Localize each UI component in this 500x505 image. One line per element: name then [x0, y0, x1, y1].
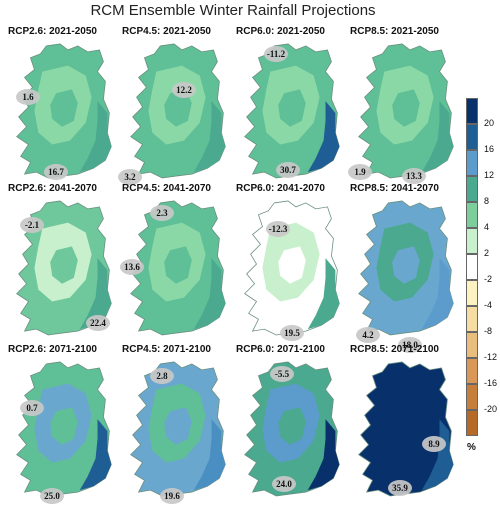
rainfall-region: [307, 419, 340, 491]
rainfall-region: [193, 258, 226, 330]
value-callout: 22.4: [86, 315, 110, 331]
colorbar-tick-label: -4: [484, 300, 493, 310]
panel-title: RCP8.5: 2021-2050: [350, 26, 439, 37]
colorbar-tick-label: -2: [484, 274, 493, 284]
rainfall-region: [307, 101, 340, 173]
colorbar-segment: [466, 202, 478, 228]
value-callout: 30.7: [276, 162, 300, 178]
figure-title: RCM Ensemble Winter Rainfall Projections: [90, 2, 376, 19]
rainfall-region: [79, 419, 112, 491]
colorbar-tick-label: 12: [484, 170, 495, 180]
value-callout: 18.0: [398, 337, 422, 353]
value-callout: 1.6: [16, 89, 40, 105]
ireland-map: [16, 43, 112, 179]
ireland-map: [130, 200, 226, 336]
panel-title: RCP4.5: 2021-2050: [122, 26, 211, 37]
panel-title: RCP2.6: 2071-2100: [8, 344, 97, 355]
rainfall-region: [307, 258, 340, 330]
rainfall-region: [79, 101, 112, 173]
rainfall-region: [79, 258, 112, 330]
rainfall-region: [421, 101, 454, 173]
colorbar-segment: [466, 410, 478, 436]
value-callout: 12.2: [172, 82, 196, 98]
ireland-map: [244, 361, 340, 497]
rainfall-region: [392, 407, 420, 445]
ireland-map: [244, 43, 340, 179]
rainfall-region: [278, 89, 306, 127]
rainfall-region: [50, 246, 78, 284]
ireland-map: [358, 43, 454, 179]
value-callout: 25.0: [40, 488, 64, 504]
panel-title: RCP8.5: 2041-2070: [350, 183, 439, 194]
rainfall-region: [278, 246, 306, 284]
colorbar-segment: [466, 332, 478, 358]
colorbar-segment: [466, 254, 478, 280]
colorbar-tick-label: 20: [484, 118, 495, 128]
value-callout: 24.0: [272, 476, 296, 492]
value-callout: 2.3: [150, 205, 174, 221]
colorbar-segment: [466, 306, 478, 332]
rainfall-region: [421, 258, 454, 330]
panel-title: RCP6.0: 2041-2070: [236, 183, 325, 194]
value-callout: 8.9: [422, 436, 446, 452]
value-callout: 19.5: [280, 325, 304, 341]
colorbar-tick-label: 4: [484, 222, 490, 232]
value-callout: -11.2: [264, 46, 288, 62]
panel-title: RCP2.6: 2041-2070: [8, 183, 97, 194]
rainfall-region: [50, 407, 78, 445]
rainfall-region: [164, 407, 192, 445]
rainfall-region: [278, 407, 306, 445]
panel-title: RCP4.5: 2071-2100: [122, 344, 211, 355]
rainfall-region: [164, 246, 192, 284]
value-callout: 1.9: [348, 164, 372, 180]
panel-title: RCP8.5: 2071-2100: [350, 344, 439, 355]
colorbar-segment: [466, 358, 478, 384]
value-callout: 13.6: [120, 259, 144, 275]
value-callout: 16.7: [44, 164, 68, 180]
colorbar-segment: [466, 150, 478, 176]
colorbar-tick-label: 16: [484, 144, 495, 154]
value-callout: 35.9: [388, 480, 412, 496]
ireland-map: [16, 200, 112, 336]
value-callout: -12.3: [266, 221, 290, 237]
panel-title: RCP6.0: 2021-2050: [236, 26, 325, 37]
panel-title: RCP4.5: 2041-2070: [122, 183, 211, 194]
colorbar-tick-label: -16: [484, 378, 498, 388]
value-callout: -2.1: [20, 217, 44, 233]
rainfall-region: [164, 89, 192, 127]
value-callout: 3.2: [118, 169, 142, 185]
ireland-map: [244, 200, 340, 336]
ireland-map: [358, 200, 454, 336]
value-callout: 0.7: [20, 400, 44, 416]
value-callout: 19.6: [160, 488, 184, 504]
rainfall-region: [392, 246, 420, 284]
rainfall-region: [392, 89, 420, 127]
ireland-map: [130, 43, 226, 179]
colorbar-segment: [466, 384, 478, 410]
colorbar-tick-label: -8: [484, 326, 493, 336]
colorbar-tick-label: -12: [484, 352, 498, 362]
rainfall-region: [421, 419, 454, 491]
colorbar-segment: [466, 124, 478, 150]
colorbar-segment: [466, 228, 478, 254]
value-callout: -5.5: [270, 366, 294, 382]
colorbar-tick-label: 2: [484, 248, 490, 258]
colorbar-tick-label: 8: [484, 196, 490, 206]
ireland-map: [130, 361, 226, 497]
value-callout: 2.8: [150, 368, 174, 384]
rainfall-region: [50, 89, 78, 127]
rainfall-region: [193, 101, 226, 173]
panel-title: RCP6.0: 2071-2100: [236, 344, 325, 355]
ireland-map: [16, 361, 112, 497]
colorbar-unit: %: [467, 442, 476, 453]
panel-title: RCP2.6: 2021-2050: [8, 26, 97, 37]
colorbar-segment: [466, 98, 478, 124]
ireland-map: [358, 361, 454, 497]
rainfall-region: [193, 419, 226, 491]
value-callout: 4.2: [356, 327, 380, 343]
colorbar-segment: [466, 280, 478, 306]
colorbar-segment: [466, 176, 478, 202]
colorbar-tick-label: -20: [484, 404, 498, 414]
value-callout: 13.3: [402, 168, 426, 184]
